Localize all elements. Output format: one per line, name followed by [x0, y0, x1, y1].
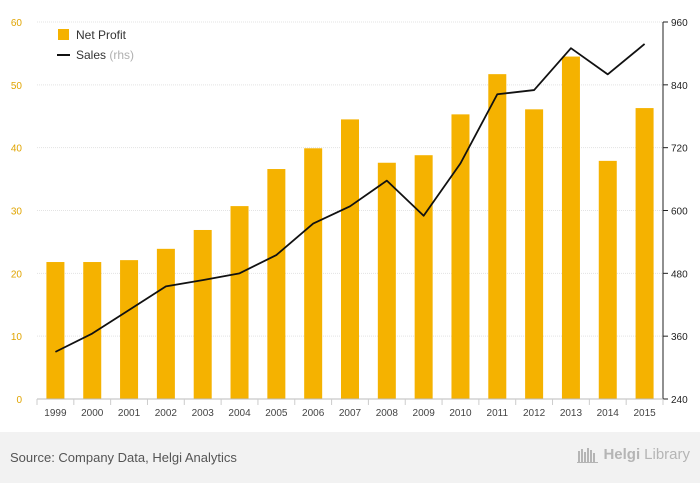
x-axis: 1999 2000 2001 2002 2003 2004 2005 2006 2007 2008… [36, 398, 664, 419]
bar-2011 [488, 74, 507, 399]
bar-2009 [414, 155, 433, 399]
bar-2012 [525, 109, 544, 400]
bar-2000 [83, 262, 102, 399]
x-tick-label-2009: 2009 [413, 408, 436, 419]
x-tick-label-2006: 2006 [302, 408, 325, 419]
bar-1999 [46, 262, 65, 399]
combo-chart: 0 10 20 30 40 50 60 240 360 480 600 720 840 960 1999… [11, 18, 688, 419]
x-tick-label-2013: 2013 [560, 408, 583, 419]
right-tick-label-600: 600 [671, 207, 688, 218]
x-tick-label-2008: 2008 [376, 408, 399, 419]
x-tick-label-2004: 2004 [228, 408, 251, 419]
x-tick-label-2015: 2015 [633, 408, 656, 419]
footer: Source: Company Data, Helgi Analytics He… [0, 432, 700, 483]
legend: Net Profit Sales (rhs) [57, 28, 134, 62]
x-tick-label-2002: 2002 [155, 408, 178, 419]
bar-2007 [341, 119, 359, 400]
brand-name-suffix: Library [644, 446, 690, 463]
bar-2002 [156, 248, 175, 399]
x-tick-label-2014: 2014 [597, 408, 620, 419]
left-tick-label-10: 10 [11, 332, 23, 343]
bar-series [46, 56, 654, 400]
bar-2005 [267, 169, 286, 399]
left-tick-label-20: 20 [11, 269, 23, 280]
right-tick-label-960: 960 [671, 18, 688, 29]
brand-name: Helgi [603, 446, 641, 463]
left-axis: 0 10 20 30 40 50 60 [11, 18, 23, 406]
sales-line [55, 43, 646, 353]
right-tick-label-720: 720 [671, 144, 688, 155]
legend-label-sales: Sales (rhs) [76, 48, 134, 62]
brand-logo[interactable]: Helgi Library [577, 446, 690, 463]
right-tick-label-360: 360 [671, 332, 688, 343]
left-tick-label-30: 30 [11, 207, 23, 218]
x-tick-label-2001: 2001 [118, 408, 141, 419]
left-tick-label-50: 50 [11, 81, 23, 92]
right-tick-label-840: 840 [671, 81, 688, 92]
x-tick-label-2010: 2010 [449, 408, 472, 419]
line-series [55, 43, 646, 353]
bar-2014 [598, 160, 617, 399]
bar-2004 [230, 206, 249, 399]
bar-2003 [193, 229, 212, 399]
bar-2008 [377, 162, 396, 399]
library-books-icon [577, 447, 599, 463]
right-tick-label-480: 480 [671, 269, 688, 280]
left-tick-label-0: 0 [16, 395, 22, 406]
x-tick-label-2007: 2007 [339, 408, 362, 419]
bar-2015 [635, 108, 654, 399]
legend-label-net-profit: Net Profit [76, 28, 127, 42]
bar-2006 [304, 148, 323, 399]
x-tick-label-2005: 2005 [265, 408, 288, 419]
legend-swatch-net-profit [58, 29, 69, 40]
x-tick-label-2003: 2003 [192, 408, 215, 419]
legend-label-sales-suffix: (rhs) [109, 48, 134, 62]
x-tick-label-2012: 2012 [523, 408, 546, 419]
bar-2013 [561, 56, 580, 399]
bar-2010 [451, 114, 470, 400]
x-tick-label-2000: 2000 [81, 408, 104, 419]
source-note: Source: Company Data, Helgi Analytics [10, 450, 237, 465]
right-tick-label-240: 240 [671, 395, 688, 406]
x-tick-label-2011: 2011 [487, 408, 509, 419]
right-axis: 240 360 480 600 720 840 960 [662, 18, 688, 406]
left-tick-label-60: 60 [11, 18, 23, 29]
x-tick-label-1999: 1999 [44, 408, 67, 419]
bar-2001 [120, 260, 139, 399]
left-tick-label-40: 40 [11, 144, 23, 155]
